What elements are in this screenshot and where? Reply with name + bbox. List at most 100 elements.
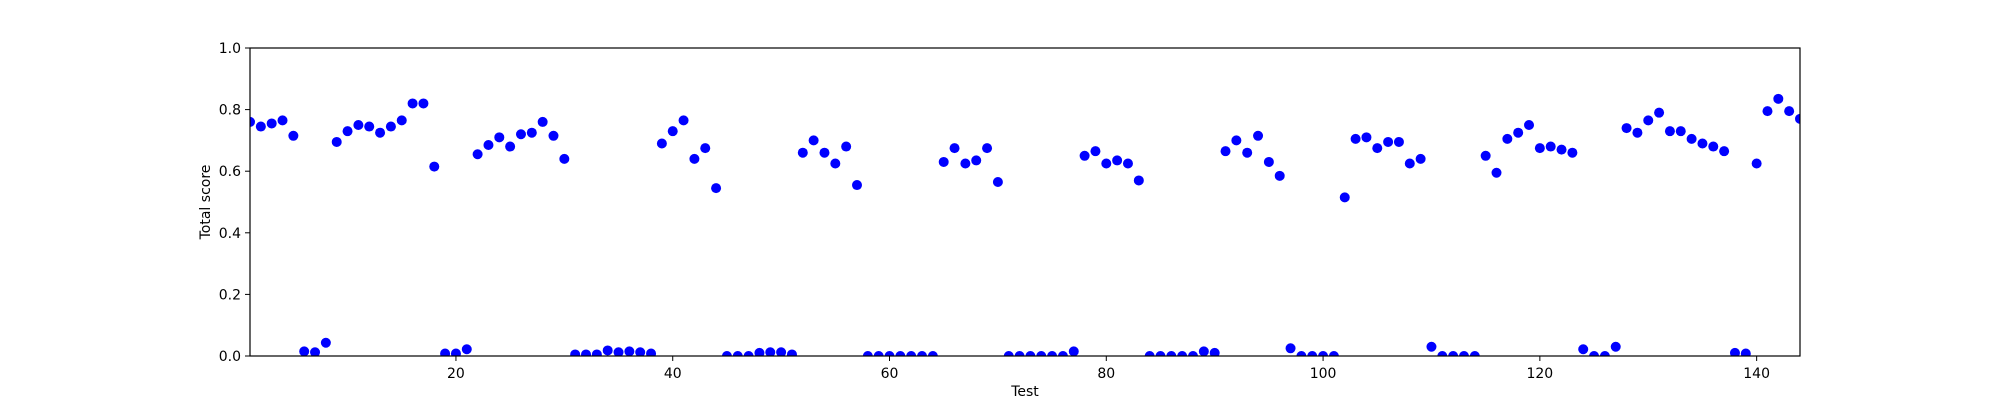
x-tick-label: 60: [881, 366, 899, 382]
data-point: [429, 161, 440, 172]
data-point: [1654, 107, 1665, 118]
data-point: [786, 349, 797, 356]
data-point: [353, 120, 364, 130]
data-point: [1372, 143, 1383, 154]
data-point: [938, 156, 949, 167]
y-axis-label: Total score: [198, 165, 214, 241]
data-point: [1036, 351, 1047, 356]
data-point: [1729, 347, 1740, 356]
data-point: [1209, 347, 1220, 356]
data-point: [700, 143, 711, 154]
x-axis-label: Test: [1010, 384, 1039, 400]
data-point: [1014, 351, 1025, 356]
data-point: [1664, 126, 1675, 137]
data-point: [483, 140, 494, 151]
data-point: [407, 98, 418, 109]
data-point: [1610, 341, 1621, 352]
data-point: [830, 158, 841, 169]
data-point: [1751, 158, 1762, 169]
data-point: [646, 348, 657, 356]
data-point: [1599, 351, 1610, 356]
data-point: [1719, 146, 1730, 157]
y-tick-label: 1.0: [219, 41, 241, 57]
data-point: [1133, 175, 1144, 186]
data-point: [505, 141, 516, 152]
data-point: [472, 149, 483, 160]
data-point: [1328, 351, 1339, 356]
data-point: [1524, 120, 1535, 130]
data-point: [1567, 147, 1578, 158]
data-point: [960, 158, 971, 169]
data-point: [299, 346, 310, 356]
data-point: [906, 351, 917, 356]
data-point: [1079, 150, 1090, 161]
x-tick-label: 20: [447, 366, 465, 382]
y-tick-label: 0.8: [219, 103, 241, 119]
data-point: [526, 127, 537, 138]
data-point: [1166, 351, 1177, 356]
data-point: [1057, 351, 1068, 356]
data-point: [776, 347, 787, 356]
data-point: [1458, 351, 1469, 356]
data-point: [1393, 136, 1404, 147]
data-point: [819, 147, 830, 158]
data-point: [375, 127, 386, 138]
data-point: [971, 155, 982, 166]
data-point: [851, 180, 862, 191]
data-point: [1253, 130, 1264, 141]
data-point: [841, 141, 852, 152]
data-point: [1784, 106, 1795, 117]
data-point: [1632, 127, 1643, 138]
data-point: [1502, 133, 1513, 144]
data-point: [917, 351, 928, 356]
data-point: [949, 143, 960, 154]
data-point: [1122, 158, 1133, 169]
data-point: [678, 115, 689, 126]
data-point: [364, 121, 375, 132]
data-point: [548, 130, 559, 141]
data-points: [250, 93, 1800, 356]
data-point: [1621, 123, 1632, 134]
data-point: [1112, 155, 1123, 166]
data-point: [1578, 344, 1589, 355]
data-point: [581, 349, 592, 356]
data-point: [255, 121, 266, 132]
data-point: [1177, 351, 1188, 356]
data-point: [396, 115, 407, 126]
data-point: [1285, 343, 1296, 354]
data-point: [494, 132, 505, 143]
data-point: [250, 116, 255, 127]
data-point: [1404, 158, 1415, 169]
data-point: [797, 147, 808, 158]
data-point: [992, 176, 1003, 187]
data-point: [559, 153, 570, 164]
data-point: [1469, 351, 1480, 356]
data-point: [1697, 138, 1708, 149]
data-point: [613, 347, 624, 356]
data-point: [1155, 351, 1166, 356]
data-point: [1795, 113, 1800, 124]
data-point: [1339, 192, 1350, 203]
data-point: [1773, 93, 1784, 104]
y-tick-label: 0.4: [219, 226, 241, 242]
x-tick-label: 40: [664, 366, 682, 382]
data-point: [591, 349, 602, 356]
x-tick-label: 80: [1097, 366, 1115, 382]
data-point: [721, 351, 732, 356]
x-tick-label: 140: [1743, 366, 1770, 382]
data-point: [1231, 135, 1242, 146]
data-point: [1762, 106, 1773, 117]
data-point: [1415, 153, 1426, 164]
data-point: [873, 351, 884, 356]
data-point: [1534, 143, 1545, 154]
data-point: [1491, 167, 1502, 178]
data-point: [461, 344, 472, 355]
data-point: [1242, 147, 1253, 158]
data-point: [862, 351, 873, 356]
data-point: [743, 351, 754, 356]
data-point: [537, 116, 548, 127]
data-point: [1740, 348, 1751, 356]
data-point: [331, 136, 342, 147]
data-point: [1047, 351, 1058, 356]
